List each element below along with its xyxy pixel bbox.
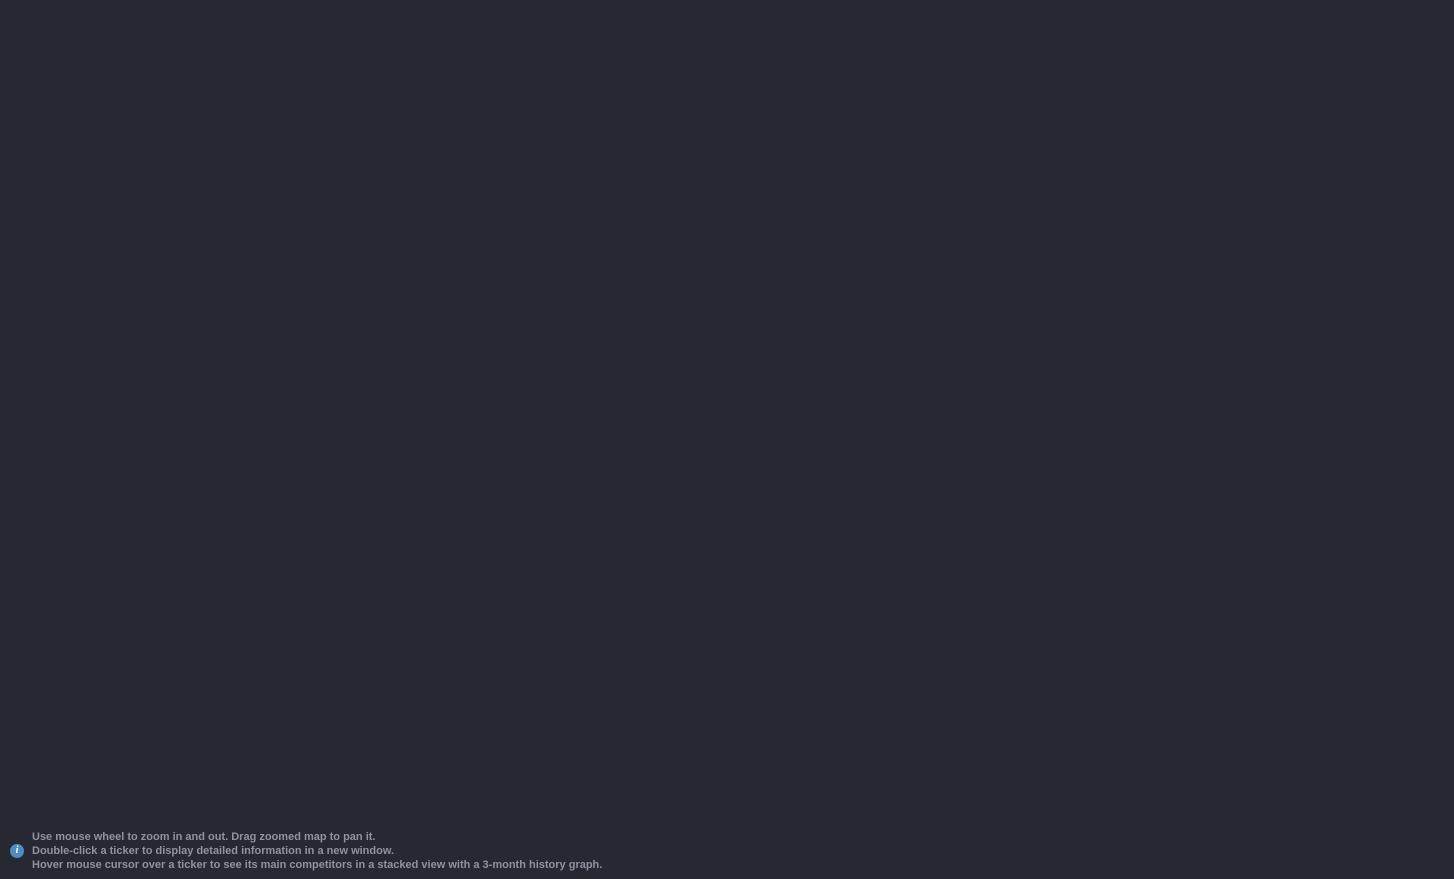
footer-line-2: Double-click a ticker to display detaile…	[32, 845, 395, 857]
market-heatmap[interactable]	[0, 0, 1454, 823]
info-icon: i	[10, 844, 24, 858]
footer-instructions: Use mouse wheel to zoom in and out. Drag…	[32, 830, 1444, 872]
footer-line-3: Hover mouse cursor over a ticker to see …	[32, 859, 603, 871]
footer: i Use mouse wheel to zoom in and out. Dr…	[0, 823, 1454, 879]
footer-line-1: Use mouse wheel to zoom in and out. Drag…	[32, 831, 376, 843]
